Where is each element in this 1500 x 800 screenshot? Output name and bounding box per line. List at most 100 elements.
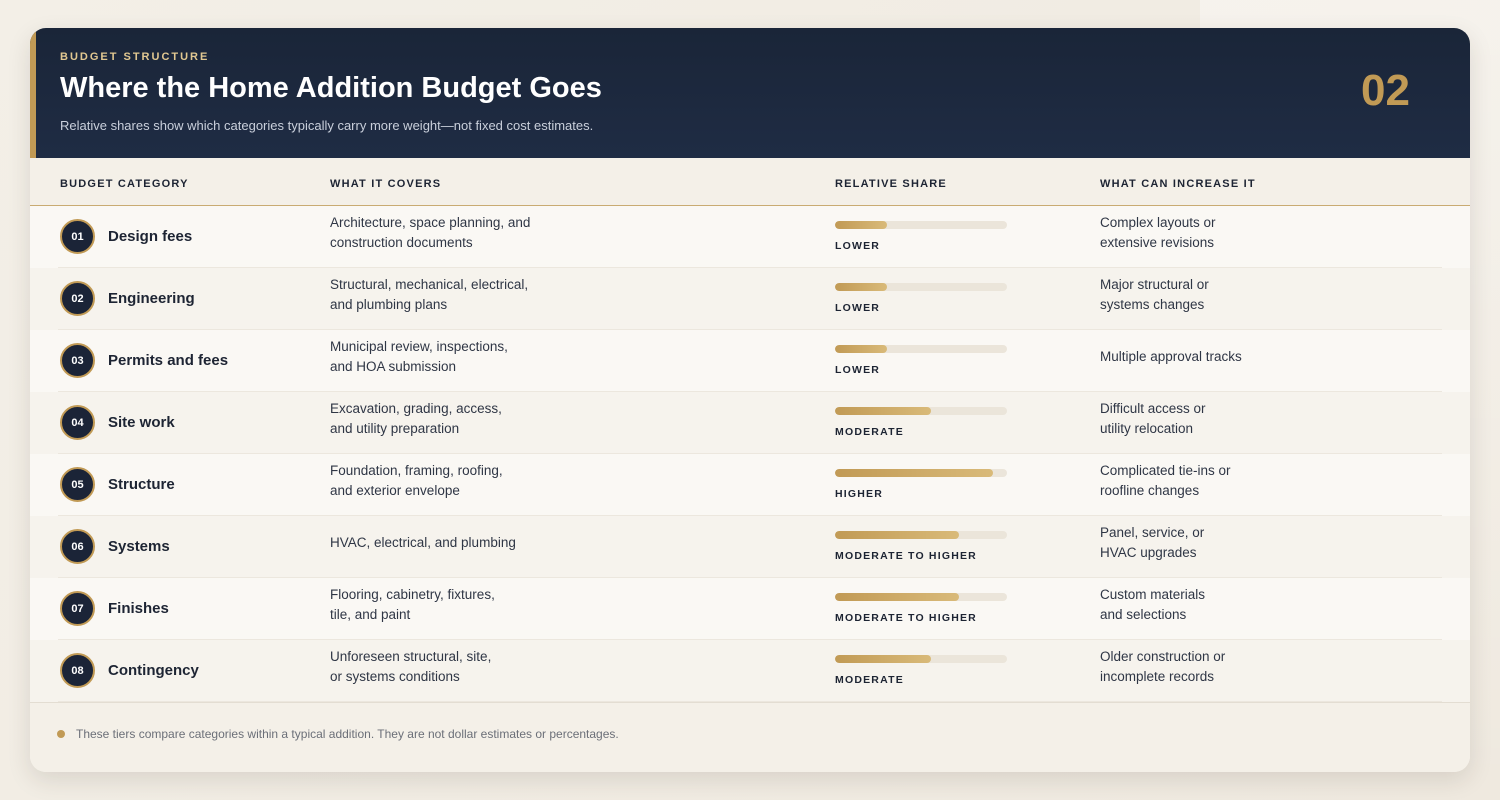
page-number: 02 [1361,66,1410,115]
covers-text: Excavation, grading, access, and utility … [330,399,570,439]
increase-line-1: Older construction or [1100,649,1226,664]
share-label: LOWER [835,302,881,314]
increase-text: Multiple approval tracks [1100,347,1300,367]
table-row: 01 Design fees Architecture, space plannin… [30,206,1470,268]
table-row: 03 Permits and fees Municipal review, insp… [30,330,1470,392]
row-number-badge: 07 [60,591,95,626]
share-bar-track [835,283,1007,291]
row-divider [58,701,1442,702]
table-header: BUDGET CATEGORY WHAT IT COVERS RELATIVE … [30,158,1470,206]
category-name: Contingency [108,662,199,679]
covers-line-2: construction documents [330,235,473,250]
covers-line-2: and HOA submission [330,359,457,374]
increase-line-1: Panel, service, or [1100,525,1205,540]
covers-line-2: or systems conditions [330,669,460,684]
category-name: Design fees [108,228,193,245]
increase-line-2: HVAC upgrades [1100,545,1197,560]
share-label: LOWER [835,240,881,252]
row-number-badge: 01 [60,219,95,254]
row-divider [58,515,1442,516]
page-subtitle: Relative shares show which categories ty… [60,118,594,133]
row-divider [58,639,1442,640]
covers-line-2: and plumbing plans [330,297,448,312]
eyebrow-label: BUDGET STRUCTURE [60,51,210,63]
footer-note: These tiers compare categories within a … [76,727,619,741]
table-row: 07 Finishes Flooring, cabinetry, fixtures,… [30,578,1470,640]
share-bar-track [835,531,1007,539]
covers-line-2: tile, and paint [330,607,411,622]
row-divider [58,391,1442,392]
column-header-increase: WHAT CAN INCREASE IT [1100,178,1256,190]
footer-bullet-icon [57,730,65,738]
header-accent-bar [30,28,36,158]
table-row: 06 Systems HVAC, electrical, and plumbing M… [30,516,1470,578]
covers-text: Flooring, cabinetry, fixtures, tile, and … [330,585,570,625]
share-label: MODERATE [835,674,904,686]
increase-line-2: utility relocation [1100,421,1194,436]
share-label: MODERATE [835,426,904,438]
column-header-covers: WHAT IT COVERS [330,178,442,190]
covers-line-1: Flooring, cabinetry, fixtures, [330,587,495,602]
share-bar-track [835,407,1007,415]
row-number-badge: 02 [60,281,95,316]
increase-line-1: Custom materials [1100,587,1206,602]
increase-line-1: Complicated tie-ins or [1100,463,1231,478]
share-bar-fill [835,655,932,663]
category-name: Structure [108,476,175,493]
share-bar-fill [835,469,994,477]
share-label: LOWER [835,364,881,376]
share-bar-fill [835,531,959,539]
page-title: Where the Home Addition Budget Goes [60,72,602,104]
row-number-badge: 08 [60,653,95,688]
covers-line-2: and exterior envelope [330,483,460,498]
increase-line-1: Major structural or [1100,277,1209,292]
category-name: Permits and fees [108,352,229,369]
table-row: 08 Contingency Unforeseen structural, site… [30,640,1470,702]
increase-line-2: and selections [1100,607,1187,622]
row-divider [58,329,1442,330]
increase-text: Complicated tie-ins or roofline changes [1100,461,1300,501]
covers-line-1: Municipal review, inspections, [330,339,508,354]
table-row: 04 Site work Excavation, grading, access, a… [30,392,1470,454]
covers-text: HVAC, electrical, and plumbing [330,533,570,553]
share-bar-fill [835,407,932,415]
covers-line-2: and utility preparation [330,421,460,436]
covers-text: Foundation, framing, roofing, and exterio… [330,461,570,501]
increase-text: Panel, service, or HVAC upgrades [1100,523,1300,563]
footer: These tiers compare categories within a … [30,702,1470,772]
increase-line-2: systems changes [1100,297,1205,312]
covers-text: Unforeseen structural, site, or systems c… [330,647,570,687]
increase-line-1: Difficult access or [1100,401,1206,416]
increase-text: Custom materials and selections [1100,585,1300,625]
covers-line-1: Excavation, grading, access, [330,401,502,416]
increase-line-2: incomplete records [1100,669,1215,684]
share-label: HIGHER [835,488,884,500]
covers-line-1: Structural, mechanical, electrical, [330,277,529,292]
increase-line-1: Complex layouts or [1100,215,1216,230]
covers-text: Municipal review, inspections, and HOA su… [330,337,570,377]
category-name: Finishes [108,600,169,617]
covers-text: Structural, mechanical, electrical, and p… [330,275,570,315]
row-divider [58,267,1442,268]
covers-line-1: HVAC, electrical, and plumbing [330,535,516,550]
table-row: 05 Structure Foundation, framing, roofing,… [30,454,1470,516]
share-bar-track [835,469,1007,477]
share-bar-track [835,593,1007,601]
share-bar-fill [835,345,887,353]
increase-text: Complex layouts or extensive revisions [1100,213,1300,253]
category-name: Site work [108,414,175,431]
increase-line-1: Multiple approval tracks [1100,349,1242,364]
covers-line-1: Foundation, framing, roofing, [330,463,503,478]
share-bar-fill [835,593,959,601]
share-bar-track [835,221,1007,229]
share-label: MODERATE TO HIGHER [835,550,977,562]
share-bar-track [835,345,1007,353]
increase-text: Difficult access or utility relocation [1100,399,1300,439]
column-header-share: RELATIVE SHARE [835,178,947,190]
increase-line-2: roofline changes [1100,483,1200,498]
row-divider [58,453,1442,454]
category-name: Engineering [108,290,195,307]
share-bar-fill [835,283,887,291]
covers-line-1: Unforeseen structural, site, [330,649,492,664]
row-number-badge: 03 [60,343,95,378]
